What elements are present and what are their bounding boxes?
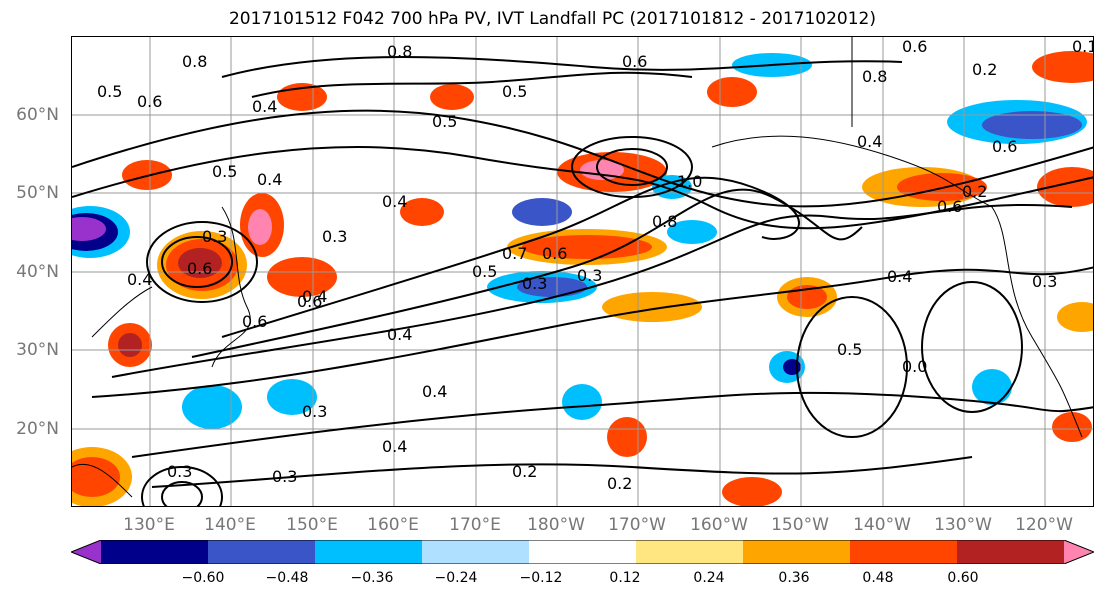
contour-label: 0.5 <box>837 340 862 359</box>
colorbar-tick-label: −0.12 <box>519 570 563 586</box>
lat-label: 30°N <box>16 340 59 360</box>
lon-label: 140°E <box>204 515 256 535</box>
contour-label: 0.1 <box>1072 37 1094 56</box>
contour-label: 0.6 <box>297 292 322 311</box>
contour-label: 0.7 <box>502 244 527 263</box>
pv-shading <box>72 51 1093 506</box>
contour-labels: 0.8 0.8 0.6 0.5 0.6 0.4 0.8 0.5 0.6 0.2 … <box>97 37 1094 493</box>
colorbar-tick-label: 0.48 <box>862 570 894 586</box>
lon-label: 170°E <box>449 515 501 535</box>
colorbar-segment <box>101 540 209 564</box>
contour-label: 0.8 <box>387 42 412 61</box>
contour-label: 0.4 <box>257 170 282 189</box>
map-canvas: 0.8 0.8 0.6 0.5 0.6 0.4 0.8 0.5 0.6 0.2 … <box>72 37 1094 506</box>
colorbar-segment <box>1064 540 1094 564</box>
contour-label: 0.6 <box>937 197 962 216</box>
lon-label: 140°W <box>853 515 911 535</box>
lon-label: 150°E <box>286 515 338 535</box>
contour-label: 0.2 <box>972 60 997 79</box>
contour-label: 0.4 <box>127 270 152 289</box>
contour-label: 0.3 <box>272 467 297 486</box>
lon-label: 130°E <box>123 515 175 535</box>
lat-label: 50°N <box>16 183 59 203</box>
colorbar-segment <box>71 540 101 564</box>
contour-label: 0.5 <box>502 82 527 101</box>
colorbar-tick-label: −0.48 <box>265 570 309 586</box>
contour-label: 0.4 <box>302 287 327 306</box>
colorbar-tick-label: 0.12 <box>609 570 641 586</box>
map-title: 2017101512 F042 700 hPa PV, IVT Landfall… <box>228 9 876 29</box>
contour-label: 0.2 <box>962 182 987 201</box>
colorbar-tick-label: −0.36 <box>350 570 394 586</box>
contour-label: 0.3 <box>1032 272 1057 291</box>
contour-label: 0.3 <box>577 266 602 285</box>
lon-label: 160°E <box>367 515 419 535</box>
contour-label: 0.4 <box>857 132 882 151</box>
lat-label: 40°N <box>16 262 59 282</box>
colorbar-tick-label: 0.24 <box>693 570 725 586</box>
contour-label: 0.8 <box>862 67 887 86</box>
lon-label: 180°W <box>527 515 585 535</box>
colorbar-segment <box>208 540 316 564</box>
contour-label: 0.4 <box>422 382 447 401</box>
contour-label: 0.8 <box>182 52 207 71</box>
colorbar-segment <box>315 540 423 564</box>
colorbar-segment <box>850 540 958 564</box>
contour-label: 0.4 <box>382 192 407 211</box>
lon-label: 160°W <box>690 515 748 535</box>
contour-label: 0.6 <box>137 92 162 111</box>
colorbar-tick-label: 0.36 <box>778 570 810 586</box>
contour-label: 0.6 <box>992 137 1017 156</box>
contour-label: 0.3 <box>167 462 192 481</box>
contour-label: 0.2 <box>607 474 632 493</box>
contour-label: 0.2 <box>512 462 537 481</box>
contour-label: 0.5 <box>432 112 457 131</box>
contour-label: 0.3 <box>302 402 327 421</box>
colorbar-segment <box>957 540 1065 564</box>
contour-label: 0.6 <box>187 259 212 278</box>
contour-label: 0.6 <box>242 312 267 331</box>
colorbar-segment <box>529 540 637 564</box>
colorbar-segment <box>636 540 744 564</box>
contour-label: 0.4 <box>252 97 277 116</box>
contour-label: 0.5 <box>212 162 237 181</box>
contour-label: 0.4 <box>887 267 912 286</box>
contour-label: 0.6 <box>542 244 567 263</box>
lon-label: 120°W <box>1015 515 1073 535</box>
contour-label: 0.6 <box>622 52 647 71</box>
colorbar <box>71 540 1094 564</box>
colorbar-tick-label: 0.60 <box>947 570 979 586</box>
ivt-contours <box>72 56 1093 506</box>
contour-label: 0.5 <box>472 262 497 281</box>
lon-label: 150°W <box>771 515 829 535</box>
contour-label: 0.4 <box>382 437 407 456</box>
contour-label: 0.4 <box>387 325 412 344</box>
contour-label: 0.3 <box>522 274 547 293</box>
coastlines <box>72 37 1083 498</box>
contour-label: 0.5 <box>97 82 122 101</box>
colorbar-tick-label: −0.24 <box>434 570 478 586</box>
colorbar-tick-label: −0.60 <box>181 570 225 586</box>
contour-label: 1.0 <box>677 172 702 191</box>
lat-label: 20°N <box>16 419 59 439</box>
lon-label: 130°W <box>934 515 992 535</box>
map-panel: 0.8 0.8 0.6 0.5 0.6 0.4 0.8 0.5 0.6 0.2 … <box>71 36 1094 507</box>
lat-label: 60°N <box>16 105 59 125</box>
contour-label: 0.3 <box>202 227 227 246</box>
colorbar-segments <box>71 540 1094 564</box>
lon-label: 170°W <box>608 515 666 535</box>
contour-label: 0.8 <box>652 212 677 231</box>
contour-label: 0.3 <box>322 227 347 246</box>
colorbar-segment <box>743 540 851 564</box>
contour-label: 0.6 <box>902 37 927 56</box>
graticule <box>72 37 1093 506</box>
colorbar-segment <box>422 540 530 564</box>
contour-label: 0.0 <box>902 357 927 376</box>
